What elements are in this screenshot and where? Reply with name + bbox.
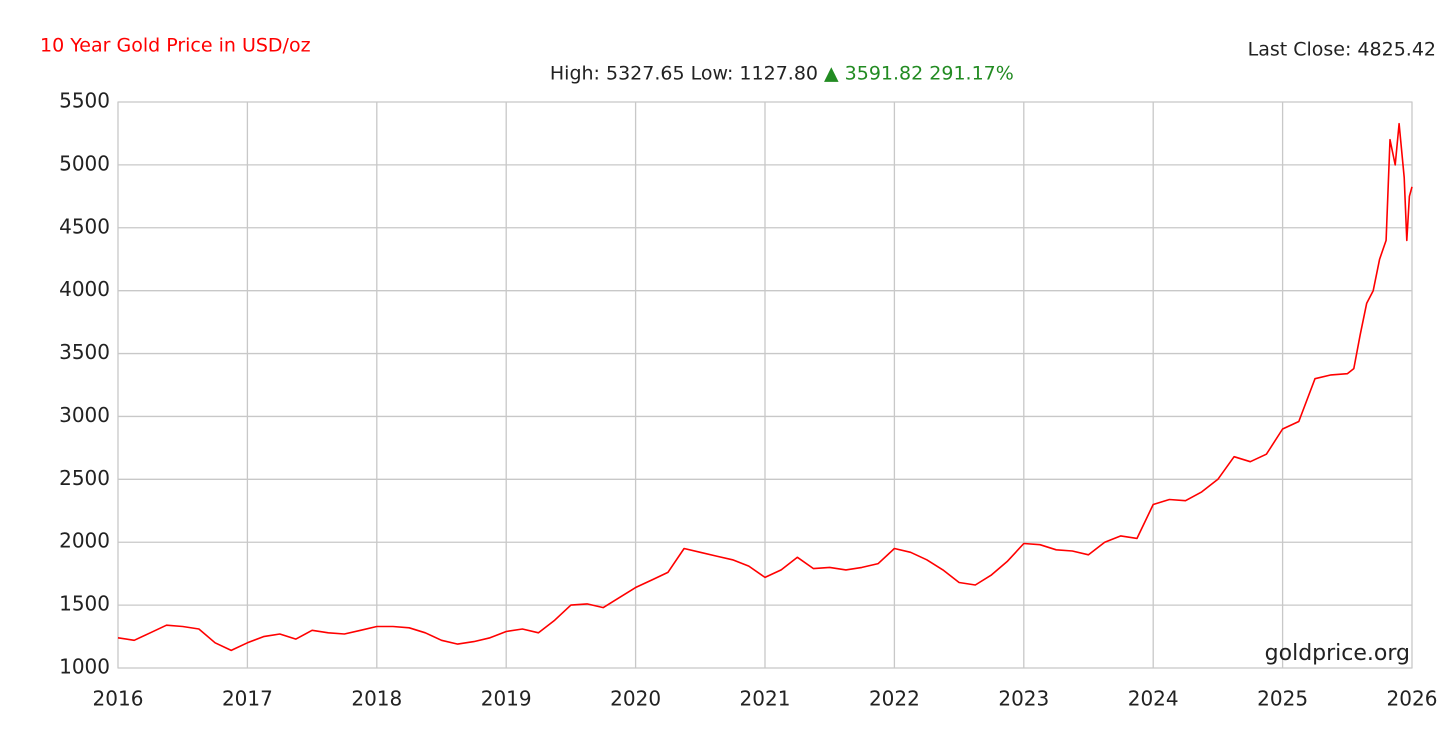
x-tick-label: 2022 — [869, 687, 920, 711]
x-tick-label: 2018 — [351, 687, 402, 711]
last-close: Last Close: 4825.42 — [1248, 39, 1436, 61]
chart-subtitle: High: 5327.65 Low: 1127.80 — [550, 63, 818, 85]
y-tick-label: 3000 — [59, 403, 110, 427]
y-tick-label: 2500 — [59, 466, 110, 490]
x-tick-label: 2019 — [481, 687, 532, 711]
watermark: goldprice.org — [1265, 641, 1410, 666]
y-tick-label: 4500 — [59, 214, 110, 238]
x-tick-label: 2026 — [1387, 687, 1438, 711]
price-line — [117, 122, 1413, 652]
y-tick-label: 4000 — [59, 277, 110, 301]
x-tick-label: 2023 — [998, 687, 1049, 711]
x-tick-label: 2017 — [222, 687, 273, 711]
y-tick-label: 1500 — [59, 592, 110, 616]
price-change: ▲ 3591.82 291.17% — [824, 63, 1014, 85]
y-tick-label: 2000 — [59, 529, 110, 553]
chart-title: 10 Year Gold Price in USD/oz — [40, 35, 311, 57]
y-tick-label: 5500 — [59, 89, 110, 113]
x-tick-label: 2021 — [740, 687, 791, 711]
y-tick-label: 3500 — [59, 340, 110, 364]
y-tick-label: 5000 — [59, 151, 110, 175]
x-tick-label: 2025 — [1257, 687, 1308, 711]
x-tick-label: 2016 — [93, 687, 144, 711]
x-tick-label: 2020 — [610, 687, 661, 711]
y-tick-label: 1000 — [59, 655, 110, 679]
x-tick-label: 2024 — [1128, 687, 1179, 711]
